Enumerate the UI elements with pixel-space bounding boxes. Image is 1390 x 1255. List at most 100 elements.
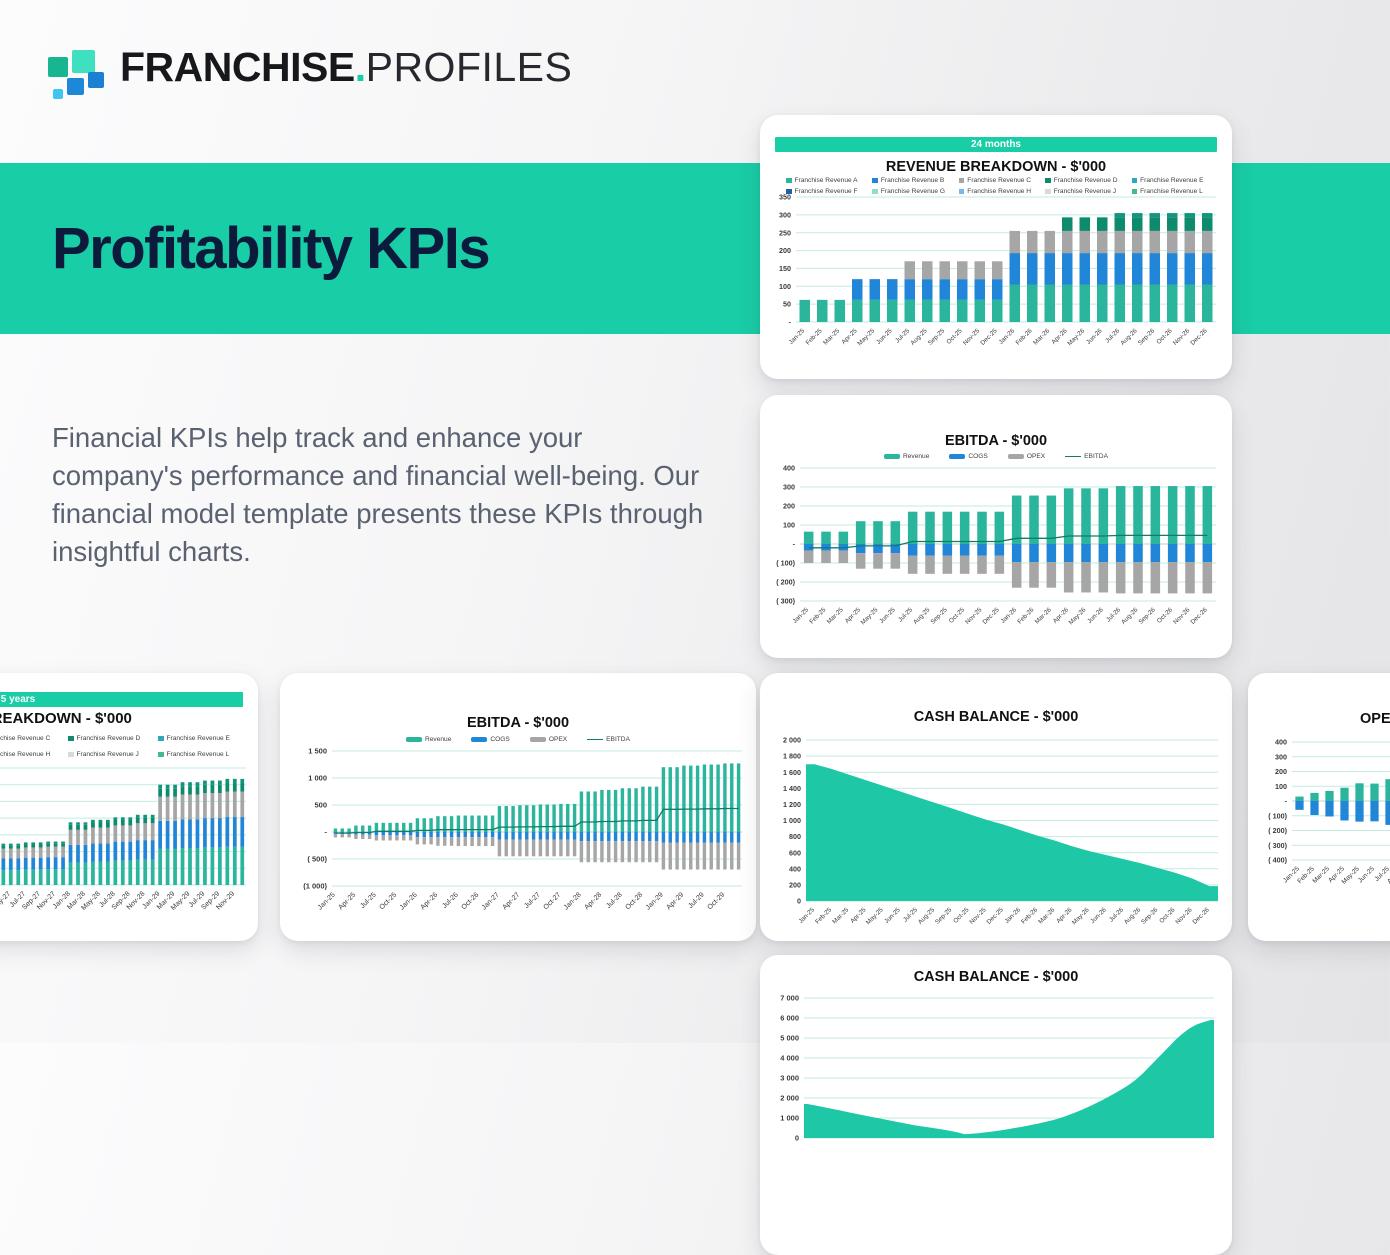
intro-paragraph: Financial KPIs help track and enhance yo…: [52, 421, 704, 567]
svg-text:May-26: May-26: [1068, 606, 1088, 626]
logo-mark-square-teal: [72, 50, 95, 73]
svg-text:2 000: 2 000: [780, 1094, 799, 1103]
brand-logo: FRANCHISE.PROFILES: [48, 42, 588, 104]
period-badge-24-months: 24 months: [775, 137, 1217, 152]
legend-label: Franchise Revenue J: [1053, 188, 1116, 195]
svg-text:Sep-25: Sep-25: [934, 906, 954, 926]
svg-text:100: 100: [783, 521, 795, 530]
svg-text:200: 200: [1275, 767, 1287, 776]
svg-text:Jul-28: Jul-28: [605, 891, 624, 910]
svg-text:400: 400: [789, 864, 801, 873]
svg-text:6 000: 6 000: [780, 1014, 799, 1023]
svg-text:Mar-25: Mar-25: [831, 906, 850, 925]
logo-mark-square-lightblue: [53, 89, 63, 99]
svg-text:250: 250: [779, 228, 791, 237]
svg-text:Jun-25: Jun-25: [883, 906, 902, 925]
legend-label: Franchise Revenue J: [76, 751, 139, 758]
svg-text:200: 200: [789, 881, 801, 890]
legend-item: Revenue: [884, 453, 929, 460]
chart-title-ebitda-24m: EBITDA - $'000: [944, 433, 1048, 449]
legend-swatch: [68, 751, 74, 758]
svg-text:Jun-25: Jun-25: [875, 327, 894, 346]
page-title: Profitability KPIs: [52, 216, 491, 281]
svg-text:Jan-28: Jan-28: [563, 891, 583, 911]
svg-text:Dec-25: Dec-25: [979, 327, 999, 347]
legend-item: Franchise Revenue L: [1131, 188, 1218, 195]
svg-text:-: -: [1285, 797, 1288, 806]
svg-text:Jan-25: Jan-25: [797, 906, 816, 925]
legend-label: Franchise Revenue C: [0, 735, 51, 742]
svg-text:400: 400: [783, 464, 795, 473]
card-cash-balance-24m: CASH BALANCE - $'000 2 000 1 800 1 600 1 40…: [760, 673, 1232, 941]
cash-balance-5y-plot: 7 000 6 000 5 000 4 000 3 000 2 000 1 000 0: [780, 994, 1214, 1143]
legend-item: Franchise Revenue D: [1045, 177, 1131, 184]
svg-text:Aug-25: Aug-25: [909, 327, 929, 347]
legend-label: Franchise Revenue L: [166, 751, 230, 758]
legend-label: EBITDA: [1084, 453, 1108, 460]
legend-item: Franchise Revenue H: [0, 751, 68, 758]
svg-text:Jun-26: Jun-26: [1085, 327, 1104, 346]
svg-text:Mar-25: Mar-25: [826, 606, 845, 625]
svg-text:Jan-26: Jan-26: [1003, 906, 1022, 925]
legend-item: EBITDA: [1065, 453, 1108, 460]
legend-item: Franchise Revenue C: [958, 177, 1045, 184]
card-ebitda-5y: EBITDA - $'000 Revenue COGS OPEX EBITDA 1 5…: [280, 673, 756, 941]
card-revenue-breakdown-24m: 24 months REVENUE BREAKDOWN - $'000 Fran…: [760, 115, 1232, 379]
legend-label: OPEX: [1026, 453, 1046, 460]
legend-label: Revenue: [903, 453, 930, 460]
svg-text:Oct-26: Oct-26: [1156, 606, 1175, 625]
legend-swatch: [1045, 188, 1051, 195]
svg-text:Oct-26: Oct-26: [1158, 906, 1177, 925]
brand-wordmark: FRANCHISE.PROFILES: [120, 44, 572, 91]
svg-text:Oct-26: Oct-26: [1155, 327, 1174, 346]
svg-text:Aug-25: Aug-25: [917, 906, 937, 926]
svg-text:Jan-26: Jan-26: [998, 327, 1017, 346]
legend-item: Franchise Revenue J: [1045, 188, 1131, 195]
svg-text:( 300): ( 300): [1268, 841, 1287, 850]
svg-text:Jun-25: Jun-25: [1357, 865, 1376, 884]
legend-label: Franchise Revenue A: [794, 177, 858, 184]
svg-text:( 300): ( 300): [776, 597, 795, 606]
svg-text:Aug-26: Aug-26: [1120, 606, 1140, 626]
legend-item: Franchise Revenue J: [68, 751, 158, 758]
svg-text:Dec-25: Dec-25: [981, 606, 1001, 626]
legend-swatch: [471, 737, 488, 742]
svg-text:Jan-27: Jan-27: [481, 891, 501, 911]
svg-text:2 000: 2 000: [783, 736, 801, 745]
svg-text:200: 200: [783, 502, 795, 511]
legend-item: Franchise Revenue D: [68, 735, 158, 742]
svg-text:350: 350: [779, 193, 791, 202]
svg-text:Nov-26: Nov-26: [1172, 606, 1192, 626]
svg-text:Feb-26: Feb-26: [1015, 327, 1034, 346]
svg-text:3 000: 3 000: [780, 1074, 799, 1083]
svg-text:1 800: 1 800: [783, 752, 801, 761]
svg-text:Nov-26: Nov-26: [1174, 906, 1194, 926]
svg-text:Nov-26: Nov-26: [1172, 327, 1192, 347]
chart-title-partial: OPE: [1360, 711, 1390, 727]
legend-item: EBITDA: [587, 736, 630, 743]
svg-text:Feb-26: Feb-26: [1016, 606, 1035, 625]
svg-text:Oct-25: Oct-25: [379, 891, 399, 911]
svg-text:Aug-26: Aug-26: [1119, 327, 1139, 347]
chart-title-cash-balance-5y: CASH BALANCE - $'000: [913, 969, 1079, 985]
card-cash-balance-5y: CASH BALANCE - $'000 7 000 6 000 5 000 4 00…: [760, 955, 1232, 1255]
svg-text:300: 300: [783, 483, 795, 492]
svg-text:( 200): ( 200): [776, 578, 795, 587]
svg-text:May-26: May-26: [1071, 906, 1091, 926]
svg-text:Jan-29: Jan-29: [645, 891, 665, 911]
svg-text:Jul-25: Jul-25: [359, 891, 378, 910]
svg-text:May-25: May-25: [865, 906, 885, 926]
legend-swatch: [587, 738, 604, 741]
svg-text:Feb-25: Feb-25: [808, 606, 827, 625]
svg-text:May-25: May-25: [860, 606, 880, 626]
legend-label: Franchise Revenue F: [794, 188, 858, 195]
svg-text:Oct-25: Oct-25: [952, 906, 971, 925]
svg-text:Apr-26: Apr-26: [420, 891, 440, 911]
svg-text:Apr-29: Apr-29: [666, 891, 686, 911]
svg-text:Dec-26: Dec-26: [1189, 606, 1209, 626]
svg-text:Sep-25: Sep-25: [927, 327, 947, 347]
legend-label: COGS: [490, 736, 510, 743]
